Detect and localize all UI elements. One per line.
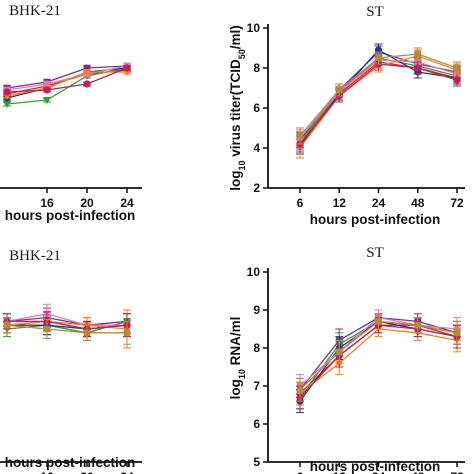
x-axis-title: hours post-infection [310, 459, 441, 474]
panel-title: ST [366, 245, 384, 261]
data-point [375, 318, 382, 325]
y-tick-label: 2 [253, 181, 260, 195]
panel-bhk21-titer: BHK-21 16 20 24 hours post-infection [0, 3, 142, 223]
plot-area: 16 20 24 [0, 62, 142, 210]
series-line [6, 71, 127, 97]
x-tick-label: 24 [372, 470, 386, 474]
x-tick-label: 6 [297, 196, 304, 210]
data-point [296, 132, 304, 140]
data-point [43, 97, 51, 104]
series-line [299, 63, 458, 145]
data-point [43, 86, 51, 94]
data-point [296, 386, 304, 394]
x-tick-label: 24 [120, 196, 134, 210]
series-line [6, 65, 128, 89]
x-axis-title: hours post-infection [5, 208, 136, 223]
x-tick-label: 24 [120, 470, 134, 474]
data-point [414, 50, 422, 58]
y-tick-label: 10 [247, 21, 261, 35]
data-point [335, 348, 343, 356]
x-axis-title: hours post-infection [310, 212, 441, 227]
y-tick-label: 4 [253, 141, 260, 155]
y-tick-label: 8 [253, 341, 260, 355]
data-point [3, 101, 11, 108]
data-point [123, 329, 131, 337]
x-tick-label: 20 [80, 196, 94, 210]
x-tick-label: 16 [40, 196, 54, 210]
x-tick-label: 6 [297, 470, 304, 474]
data-point [453, 64, 461, 72]
series-line [6, 316, 128, 326]
y-tick-label: 10 [247, 265, 261, 279]
x-tick-label: 12 [333, 196, 347, 210]
x-axis-title: hours post-infection [5, 455, 136, 470]
x-tick-label: 48 [411, 196, 425, 210]
data-point [83, 329, 91, 337]
plot-area: 16 20 24 [0, 303, 142, 474]
series-line [6, 65, 128, 91]
series-line [6, 69, 128, 95]
y-axis-title: log10 RNA/ml [228, 317, 247, 400]
x-tick-label: 12 [333, 470, 347, 474]
y-axis-title: log10 virus titer(TCID50/ml) [228, 25, 247, 191]
y-tick-label: 6 [253, 101, 260, 115]
x-tick-label: 72 [450, 470, 464, 474]
data-point [3, 321, 11, 329]
series-line [6, 67, 128, 93]
y-tick-label: 6 [253, 417, 260, 431]
panel-st-rna: ST 5 6 7 8 9 10 6 12 24 48 72 hours post-infection… [228, 245, 465, 474]
data-point [43, 325, 51, 333]
data-point [3, 88, 11, 96]
panel-title: BHK-21 [9, 3, 61, 19]
data-point [414, 321, 422, 329]
x-tick-label: 16 [40, 470, 54, 474]
series-line [6, 67, 128, 105]
series-line [299, 328, 458, 395]
y-tick-label: 5 [253, 455, 260, 469]
y-tick-label: 8 [253, 61, 260, 75]
y-tick-label: 9 [253, 303, 260, 317]
data-point [83, 69, 91, 76]
data-point [83, 64, 91, 72]
data-point [375, 54, 382, 62]
x-tick-label: 72 [450, 196, 464, 210]
panel-bhk21-rna: BHK-21 16 20 24 hours post-infection [0, 248, 142, 474]
x-tick-label: 48 [411, 470, 425, 474]
series-line [7, 320, 128, 330]
panel-title: BHK-21 [9, 248, 61, 264]
data-point [335, 86, 343, 94]
data-point [453, 76, 461, 84]
data-point [43, 80, 51, 88]
y-tick-label: 7 [253, 379, 260, 393]
data-point [83, 80, 91, 88]
x-tick-label: 24 [372, 196, 386, 210]
series-line [6, 324, 127, 334]
panel-title: ST [366, 4, 384, 20]
x-tick-label: 20 [80, 470, 94, 474]
series-line [6, 313, 127, 326]
plot-area: 5 6 7 8 9 10 6 12 24 48 72 [247, 265, 465, 474]
data-point [123, 64, 131, 72]
data-point [414, 64, 422, 72]
data-point [453, 329, 461, 337]
